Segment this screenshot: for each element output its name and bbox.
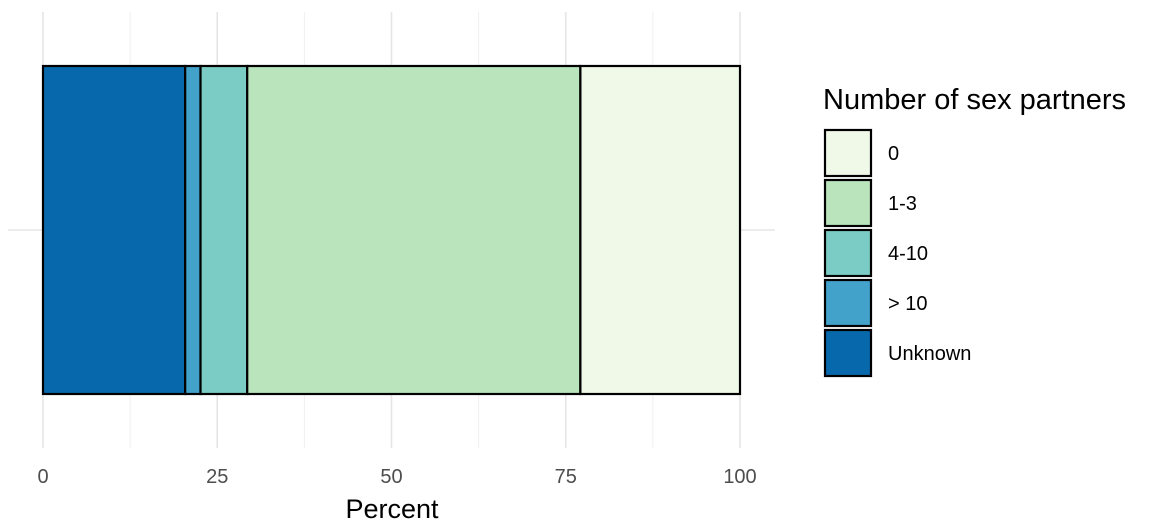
legend-key — [823, 228, 873, 278]
legend: 0 1-3 4-10 > 10 Unknown — [823, 128, 971, 378]
legend-label: 4-10 — [888, 243, 928, 265]
x-axis-title: Percent — [345, 494, 439, 524]
legend-label: Unknown — [888, 343, 971, 365]
bar-segments — [41, 64, 742, 396]
x-tick-label: 50 — [380, 466, 402, 488]
bar-segment — [199, 64, 249, 396]
x-tick-label: 0 — [37, 466, 48, 488]
legend-key — [823, 278, 873, 328]
legend-label: > 10 — [888, 293, 927, 315]
x-tick-label: 100 — [723, 466, 756, 488]
x-tick-label: 25 — [206, 466, 228, 488]
legend-label: 1-3 — [888, 193, 917, 215]
legend-key — [823, 178, 873, 228]
legend-label: 0 — [888, 143, 899, 165]
bar-segment — [246, 64, 582, 396]
x-tick-labels: 0 25 50 75 100 — [37, 466, 756, 488]
legend-key — [823, 128, 873, 178]
legend-key — [823, 328, 873, 378]
bar-segment — [184, 64, 202, 396]
bar-segment — [579, 64, 742, 396]
legend-title: Number of sex partners — [823, 84, 1126, 116]
bar-segment — [41, 64, 187, 396]
x-tick-label: 75 — [555, 466, 577, 488]
